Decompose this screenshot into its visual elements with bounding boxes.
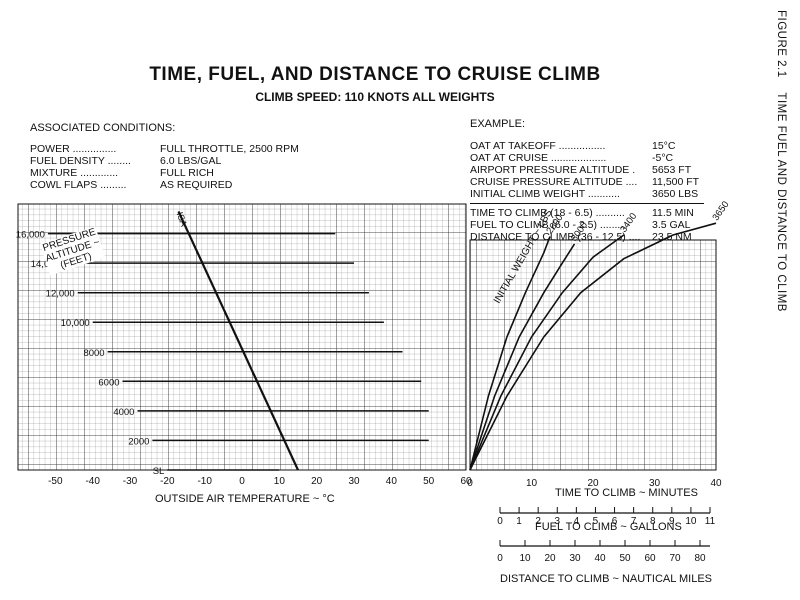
result-row: TIME TO CLIMB (18 - 6.5) .......... 11.5 … bbox=[470, 207, 694, 219]
fuel-tick: 4 bbox=[574, 516, 580, 527]
oat-tick: -50 bbox=[48, 476, 63, 487]
oat-tick: -30 bbox=[123, 476, 138, 487]
oat-tick: 40 bbox=[386, 476, 398, 487]
weight-line-2600 bbox=[469, 236, 551, 471]
oat-tick: 0 bbox=[239, 476, 245, 487]
altitude-label: 2000 bbox=[128, 436, 149, 447]
altitude-labels: SL 2000 4000 6000 8000 10,000 12,000 14,000 16,0… bbox=[16, 211, 189, 477]
distance-scale: 0 10 20 30 40 50 60 70 80 bbox=[497, 540, 710, 564]
fuel-axis-title: FUEL TO CLIMB ~ GALLONS bbox=[535, 521, 682, 533]
weight-line-3650 bbox=[469, 222, 717, 471]
distance-tick: 20 bbox=[544, 553, 556, 564]
example-divider bbox=[470, 203, 704, 204]
example-row: AIRPORT PRESSURE ALTITUDE . 5653 FT bbox=[470, 164, 692, 176]
distance-tick: 0 bbox=[497, 553, 503, 564]
oat-tick: -20 bbox=[160, 476, 175, 487]
altitude-label: 4000 bbox=[113, 407, 134, 418]
distance-tick: 30 bbox=[569, 553, 581, 564]
condition-row: POWER ............... FULL THROTTLE, 2500… bbox=[30, 143, 299, 155]
distance-axis-title: DISTANCE TO CLIMB ~ NAUTICAL MILES bbox=[500, 573, 713, 585]
example-row: INITIAL CLIMB WEIGHT ........... 3650 LBS bbox=[470, 188, 699, 200]
example-heading: EXAMPLE: bbox=[470, 118, 526, 130]
example-row: OAT AT TAKEOFF ................ 15°C bbox=[470, 140, 676, 152]
oat-tick: 20 bbox=[311, 476, 323, 487]
oat-tick: -40 bbox=[85, 476, 100, 487]
oat-tick: 50 bbox=[423, 476, 435, 487]
altitude-label: 16,000 bbox=[16, 230, 45, 241]
distance-tick: 70 bbox=[669, 553, 681, 564]
isa-label: ISA bbox=[175, 211, 189, 228]
altitude-label: 14,000 bbox=[31, 259, 60, 270]
altitude-label: 12,000 bbox=[46, 289, 75, 300]
weight-label-3650: 3650 bbox=[710, 199, 731, 223]
altitude-label: 10,000 bbox=[61, 318, 90, 329]
condition-row: MIXTURE ............. FULL RICH bbox=[30, 167, 214, 179]
figure-side-caption: FIGURE 2.1 TIME FUEL AND DISTANCE TO CLI… bbox=[775, 10, 795, 340]
distance-tick: 10 bbox=[519, 553, 531, 564]
time-tick: 10 bbox=[526, 478, 538, 489]
example-row: CRUISE PRESSURE ALTITUDE .... 11,500 FT bbox=[470, 176, 700, 188]
fuel-tick: 7 bbox=[631, 516, 637, 527]
altitude-label: 8000 bbox=[83, 348, 104, 359]
weight-line-3000 bbox=[469, 243, 576, 471]
fuel-tick: 6 bbox=[612, 516, 618, 527]
associated-conditions-table: POWER ............... FULL THROTTLE, 2500… bbox=[30, 143, 299, 191]
fuel-tick: 8 bbox=[650, 516, 656, 527]
fuel-tick: 10 bbox=[685, 516, 697, 527]
fuel-tick: 0 bbox=[497, 516, 503, 527]
oat-tick: 60 bbox=[460, 476, 472, 487]
distance-tick: 40 bbox=[594, 553, 606, 564]
condition-row: COWL FLAPS ......... AS REQUIRED bbox=[30, 179, 233, 191]
fuel-tick: 9 bbox=[669, 516, 675, 527]
result-row: FUEL TO CLIMB (6.0 - 2.5) ......... 3.5 G… bbox=[470, 219, 691, 231]
example-table: OAT AT TAKEOFF ................ 15°C OAT … bbox=[470, 140, 699, 200]
time-tick: 20 bbox=[587, 478, 599, 489]
fuel-tick: 5 bbox=[593, 516, 599, 527]
figure-number: FIGURE 2.1 TIME FUEL AND DISTANCE TO CLI… bbox=[775, 10, 787, 312]
chart-title: TIME, FUEL, AND DISTANCE TO CRUISE CLIMB bbox=[149, 64, 601, 85]
fuel-tick: 2 bbox=[535, 516, 541, 527]
fuel-tick: 3 bbox=[554, 516, 560, 527]
condition-row: FUEL DENSITY ........ 6.0 LBS/GAL bbox=[30, 155, 222, 167]
fuel-tick: 11 bbox=[705, 516, 716, 527]
time-tick: 30 bbox=[649, 478, 661, 489]
associated-conditions-heading: ASSOCIATED CONDITIONS: bbox=[30, 122, 176, 134]
fuel-scale: 0 1 2 3 4 5 6 7 8 9 10 11 bbox=[497, 507, 716, 527]
oat-tick: 10 bbox=[274, 476, 286, 487]
chart-subtitle: CLIMB SPEED: 110 KNOTS ALL WEIGHTS bbox=[255, 90, 495, 104]
time-tick: 0 bbox=[467, 478, 473, 489]
altitude-line-ISA bbox=[177, 210, 299, 471]
weight-line-3400 bbox=[469, 234, 625, 471]
distance-tick: 60 bbox=[644, 553, 656, 564]
example-row: OAT AT CRUISE ................... -5°C bbox=[470, 152, 674, 164]
time-axis-title: TIME TO CLIMB ~ MINUTES bbox=[555, 487, 698, 499]
distance-tick: 80 bbox=[694, 553, 706, 564]
altitude-label: SL bbox=[153, 466, 165, 477]
altitude-label: 6000 bbox=[98, 377, 119, 388]
oat-tick: -10 bbox=[197, 476, 212, 487]
oat-tick: 30 bbox=[348, 476, 360, 487]
fuel-tick: 1 bbox=[516, 516, 522, 527]
distance-tick: 50 bbox=[619, 553, 631, 564]
right-panel-lines bbox=[469, 222, 717, 471]
weight-label-3400: 3400 bbox=[618, 211, 639, 235]
time-tick: 40 bbox=[710, 478, 722, 489]
time-tick-labels: 0 10 20 30 40 bbox=[467, 478, 722, 489]
oat-axis-title: OUTSIDE AIR TEMPERATURE ~ °C bbox=[155, 493, 335, 505]
oat-tick-labels: -50 -40 -30 -20 -10 0 10 20 30 40 50 60 bbox=[48, 476, 472, 487]
